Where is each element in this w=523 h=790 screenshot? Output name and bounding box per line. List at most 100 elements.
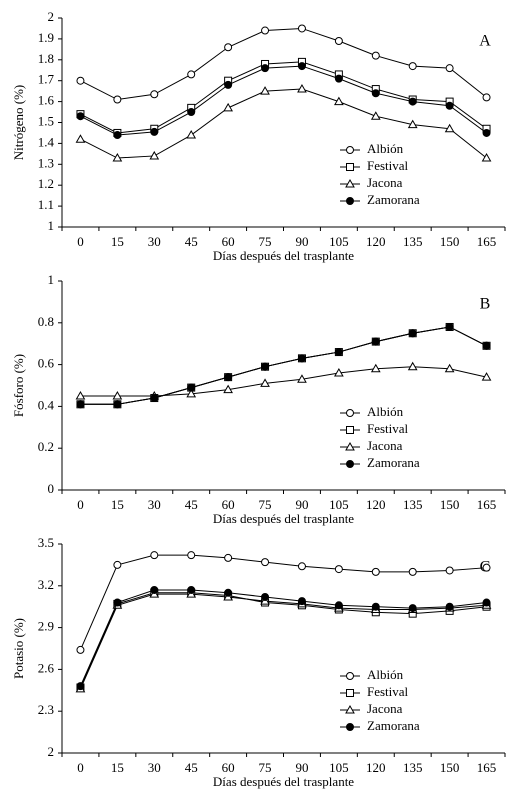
y-tick-label: 1.9 xyxy=(38,30,54,45)
y-tick-label: 1.2 xyxy=(38,176,54,191)
marker xyxy=(187,108,196,117)
x-tick-label: 150 xyxy=(440,760,460,775)
y-tick-label: 1.5 xyxy=(38,113,54,128)
x-tick-label: 60 xyxy=(222,234,235,249)
x-tick-label: 15 xyxy=(111,234,124,249)
marker xyxy=(112,153,123,162)
marker xyxy=(76,112,85,121)
x-tick-label: 75 xyxy=(259,234,272,249)
marker xyxy=(445,322,454,331)
x-axis-label: Días después del trasplante xyxy=(213,511,354,526)
marker xyxy=(370,363,381,373)
marker xyxy=(260,86,270,95)
y-tick-label: 3.2 xyxy=(38,577,54,592)
series-line xyxy=(80,593,487,690)
y-tick-label: 1.7 xyxy=(38,72,55,87)
marker xyxy=(223,102,233,112)
marker xyxy=(408,62,417,71)
marker xyxy=(223,384,233,394)
marker xyxy=(261,558,270,567)
marker xyxy=(76,645,85,654)
series-line xyxy=(80,326,487,405)
x-tick-label: 75 xyxy=(259,760,272,775)
y-tick-label: 2 xyxy=(48,9,55,24)
marker xyxy=(75,134,86,143)
y-tick-label: 1.8 xyxy=(38,51,54,66)
marker xyxy=(408,604,417,613)
series-line xyxy=(80,326,487,405)
x-tick-label: 0 xyxy=(77,497,84,512)
marker xyxy=(334,565,343,574)
x-tick-label: 60 xyxy=(222,760,235,775)
marker xyxy=(482,341,491,350)
legend-marker xyxy=(346,197,354,205)
legend-marker xyxy=(346,426,354,434)
x-tick-label: 30 xyxy=(148,234,161,249)
x-tick-label: 120 xyxy=(366,234,386,249)
x-tick-label: 45 xyxy=(185,497,198,512)
legend-marker xyxy=(346,672,354,680)
x-tick-label: 120 xyxy=(366,760,386,775)
panel-letter: A xyxy=(479,33,491,50)
x-tick-label: 135 xyxy=(403,234,423,249)
y-tick-label: 2 xyxy=(48,744,55,759)
x-tick-label: 45 xyxy=(185,760,198,775)
marker xyxy=(481,153,492,162)
marker xyxy=(371,602,380,611)
x-tick-label: 150 xyxy=(440,234,460,249)
legend-label: Albión xyxy=(367,667,404,682)
x-axis-label: Días después del trasplante xyxy=(213,248,354,263)
marker xyxy=(371,51,380,60)
legend-marker xyxy=(346,146,354,154)
marker xyxy=(334,96,344,106)
marker xyxy=(444,123,455,133)
marker xyxy=(482,598,491,607)
legend-marker xyxy=(346,723,354,731)
panel-letter: B xyxy=(480,296,491,313)
marker xyxy=(445,566,454,575)
legend-label: Jacona xyxy=(367,175,403,190)
marker xyxy=(76,682,85,691)
marker xyxy=(444,363,455,373)
y-tick-label: 3.5 xyxy=(38,535,54,550)
y-tick-label: 2.6 xyxy=(38,660,55,675)
marker xyxy=(407,361,418,371)
marker xyxy=(371,567,380,576)
y-tick-label: 1.3 xyxy=(38,155,54,170)
legend-marker xyxy=(345,178,355,188)
marker xyxy=(334,367,344,377)
marker xyxy=(75,390,86,400)
marker xyxy=(297,562,306,571)
x-tick-label: 90 xyxy=(295,497,308,512)
legend-marker xyxy=(346,409,354,417)
x-tick-label: 120 xyxy=(366,497,386,512)
legend-label: Jacona xyxy=(367,701,403,716)
x-tick-label: 135 xyxy=(403,497,423,512)
x-tick-label: 0 xyxy=(77,760,84,775)
x-tick-label: 45 xyxy=(185,234,198,249)
series-line xyxy=(80,27,487,101)
x-tick-label: 15 xyxy=(111,760,124,775)
x-tick-label: 30 xyxy=(148,497,161,512)
marker xyxy=(297,354,306,363)
marker xyxy=(113,95,122,104)
marker xyxy=(112,390,123,400)
marker xyxy=(297,374,307,383)
marker xyxy=(150,551,159,560)
x-tick-label: 15 xyxy=(111,497,124,512)
marker xyxy=(370,111,381,120)
legend-marker xyxy=(345,441,355,451)
x-tick-label: 60 xyxy=(222,497,235,512)
y-axis-label: Nitrógeno (%) xyxy=(11,85,26,160)
marker xyxy=(297,84,307,93)
marker xyxy=(150,90,159,99)
marker xyxy=(187,70,196,79)
x-tick-label: 165 xyxy=(477,760,497,775)
marker xyxy=(261,362,270,371)
x-tick-label: 105 xyxy=(329,497,349,512)
marker xyxy=(261,592,270,601)
marker xyxy=(224,588,233,597)
legend-label: Festival xyxy=(367,684,409,699)
y-tick-label: 2.9 xyxy=(38,619,54,634)
